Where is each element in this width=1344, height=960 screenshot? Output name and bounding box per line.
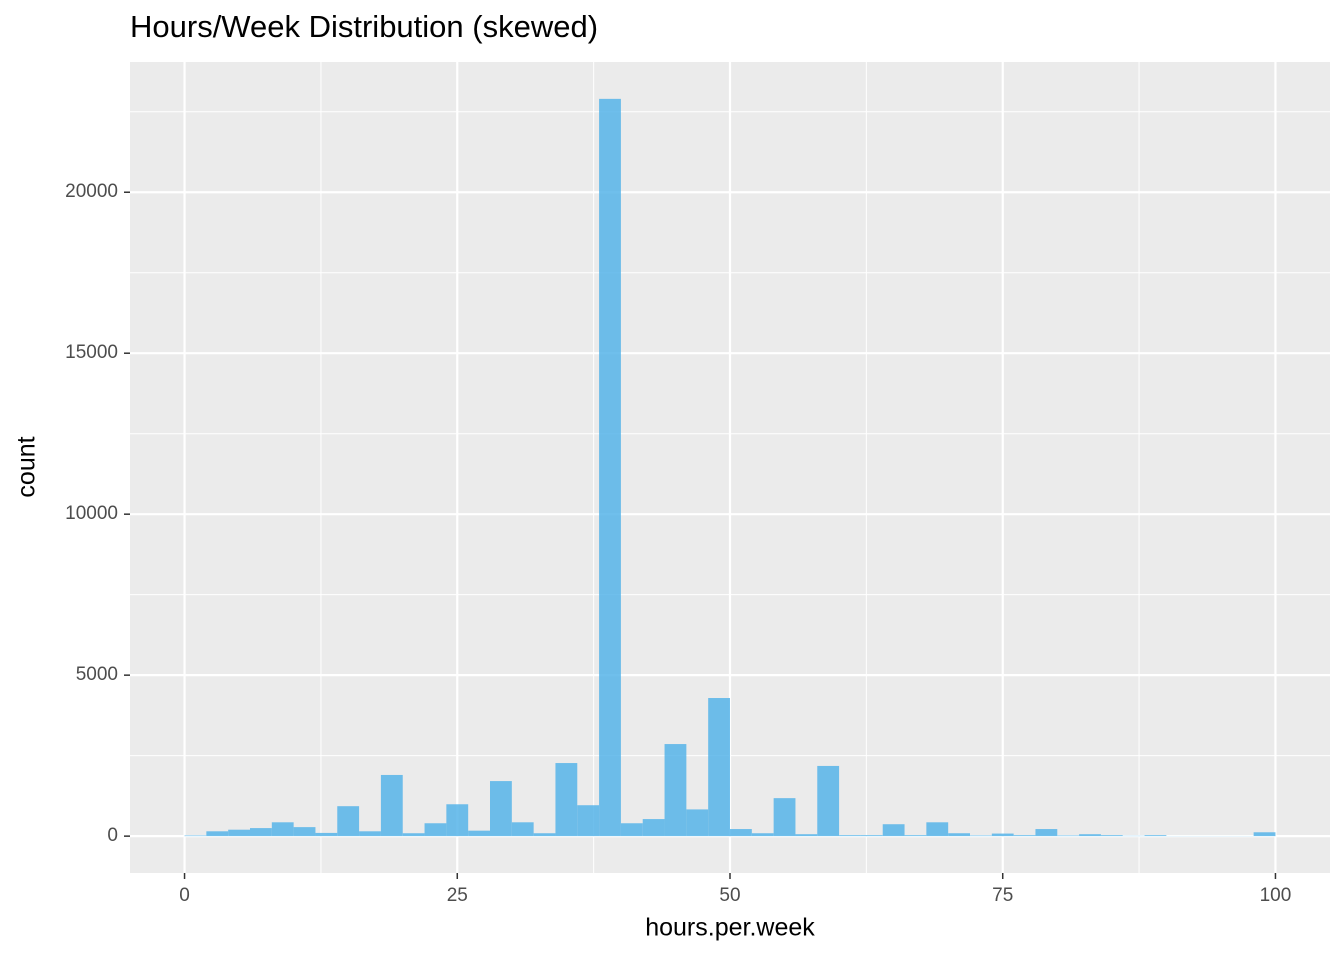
- x-tick-label: 75: [992, 885, 1013, 906]
- bar: [271, 822, 294, 837]
- bar: [751, 833, 774, 837]
- bar: [860, 835, 883, 837]
- bar: [446, 804, 469, 837]
- bar: [599, 98, 621, 837]
- y-tick-label: 5000: [76, 664, 118, 685]
- y-tick-label: 15000: [65, 342, 118, 363]
- bar: [970, 835, 992, 837]
- bar: [773, 798, 796, 837]
- bar: [795, 834, 818, 837]
- x-axis-title: hours.per.week: [645, 914, 815, 942]
- x-tick-label: 50: [719, 885, 740, 906]
- x-tick-label: 0: [179, 885, 190, 906]
- bar: [1253, 832, 1276, 837]
- bar: [511, 822, 534, 837]
- bar: [359, 831, 381, 837]
- bar: [1100, 835, 1123, 837]
- bar: [620, 823, 643, 837]
- y-tick-label: 0: [107, 825, 118, 846]
- y-tick-label: 20000: [65, 181, 118, 202]
- bar: [206, 831, 229, 837]
- bar: [1035, 829, 1058, 837]
- bar: [555, 763, 578, 837]
- bar: [424, 823, 447, 837]
- bar: [882, 824, 905, 837]
- bar: [468, 830, 490, 837]
- bar: [664, 744, 687, 837]
- x-tick-label: 100: [1260, 885, 1292, 906]
- bar: [642, 819, 665, 837]
- bar: [904, 835, 927, 837]
- y-axis-title: count: [13, 436, 41, 497]
- y-tick-label: 10000: [65, 503, 118, 524]
- bar: [1013, 835, 1036, 837]
- bar: [293, 827, 316, 837]
- bar: [1057, 835, 1080, 837]
- bar: [250, 828, 272, 837]
- bar: [533, 833, 556, 837]
- bar: [577, 805, 600, 837]
- bar: [1144, 835, 1167, 837]
- bar: [817, 765, 840, 837]
- bar: [402, 833, 425, 837]
- bar: [380, 774, 403, 837]
- bar: [686, 809, 709, 837]
- bar: [948, 833, 970, 837]
- bar: [337, 806, 360, 837]
- chart-title: Hours/Week Distribution (skewed): [130, 9, 598, 44]
- bar: [490, 781, 512, 837]
- bar: [730, 829, 752, 837]
- bar: [315, 832, 338, 837]
- bar: [184, 835, 207, 837]
- bar: [708, 698, 730, 837]
- x-tick-label: 25: [447, 885, 468, 906]
- bar: [1079, 834, 1101, 837]
- bar: [991, 833, 1014, 837]
- bar: [926, 822, 949, 837]
- bar: [228, 829, 250, 837]
- bar: [839, 835, 861, 837]
